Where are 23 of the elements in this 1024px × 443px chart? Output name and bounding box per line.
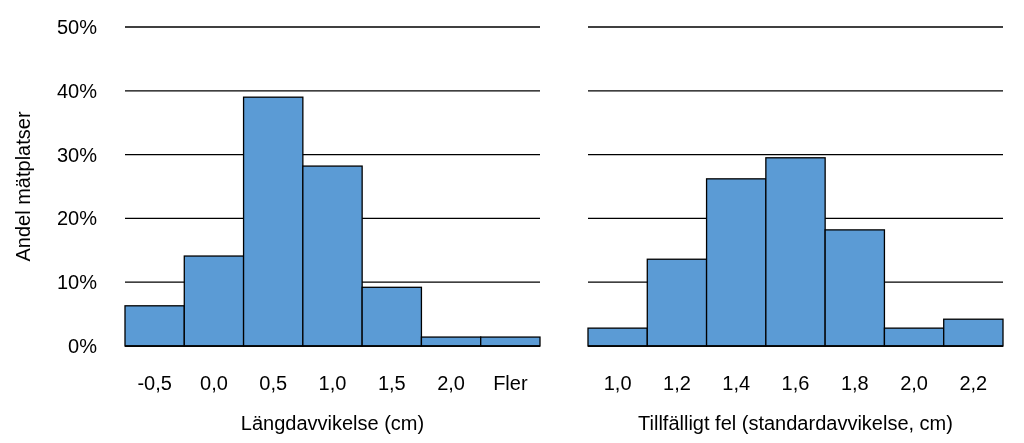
x-tick-label: 2,2 — [959, 372, 988, 394]
y-tick-label: 0% — [68, 335, 98, 357]
x-tick-label: 0,5 — [259, 372, 288, 394]
x-tick-label: 2,0 — [437, 372, 465, 394]
x-axis-title: Tillfälligt fel (standardavvikelse, cm) — [638, 412, 953, 434]
x-tick-label: 2,0 — [900, 372, 928, 394]
x-tick-label: Fler — [493, 372, 528, 394]
x-tick-label: 1,8 — [840, 372, 869, 394]
x-tick-label: 1,2 — [663, 372, 691, 394]
x-tick-label: 1,4 — [722, 372, 751, 394]
x-tick-label: 1,6 — [781, 372, 810, 394]
y-tick-label: 50% — [56, 16, 98, 38]
x-tick-label: 1,5 — [377, 372, 406, 394]
x-tick-label: 0,0 — [200, 372, 228, 394]
y-tick-label: 10% — [56, 271, 98, 294]
x-tick-label: 1,0 — [603, 372, 632, 394]
x-axis-title: Längdavvikelse (cm) — [240, 412, 425, 434]
y-tick-label: 20% — [56, 207, 98, 230]
x-tick-label: 1,0 — [318, 372, 347, 394]
x-tick-label: -0,5 — [137, 372, 172, 394]
y-tick-label: 30% — [56, 143, 98, 166]
y-tick-label: 40% — [56, 79, 98, 102]
y-axis-title: Andel mätplatser — [12, 111, 34, 262]
